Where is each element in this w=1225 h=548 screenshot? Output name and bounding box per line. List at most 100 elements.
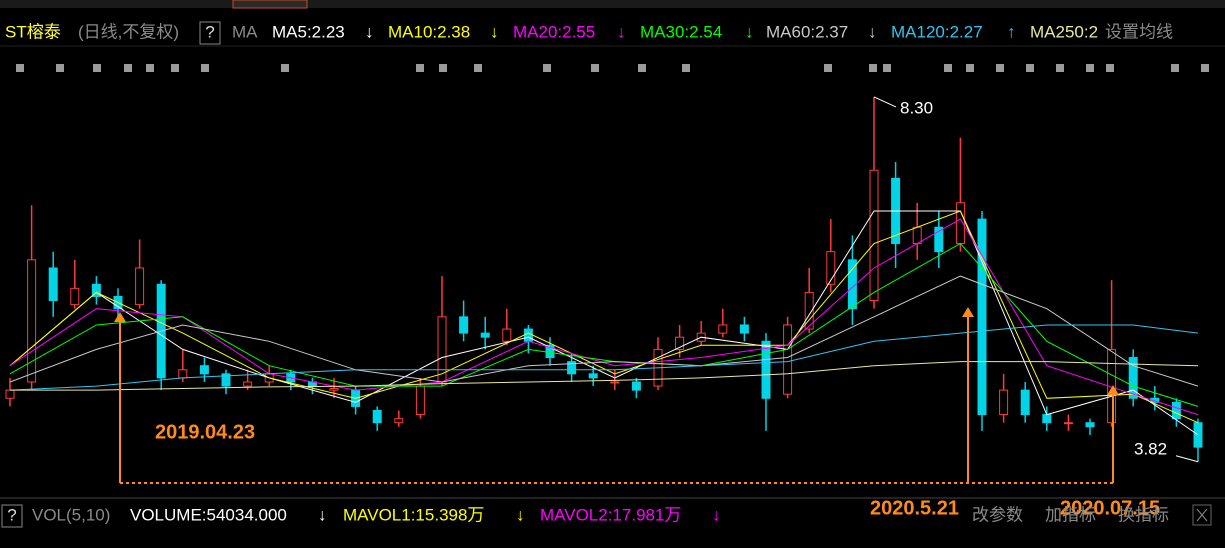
min-pointer	[1175, 455, 1199, 463]
settings[interactable]: 设置均线	[1105, 22, 1173, 41]
event-icon	[1171, 64, 1179, 72]
period: (日线,不复权)	[78, 22, 179, 41]
event-icon	[996, 64, 1004, 72]
event-icon	[416, 64, 424, 72]
candle-body	[1128, 357, 1138, 399]
arrow-head	[114, 312, 126, 322]
candle-body	[329, 387, 339, 391]
event-icon	[1086, 64, 1094, 72]
candle-body	[243, 381, 253, 387]
candle-body	[1085, 422, 1095, 428]
candle-body	[588, 373, 598, 379]
event-icon	[824, 64, 832, 72]
trend-arrow: ↓	[516, 505, 525, 524]
arrow-head	[1107, 385, 1119, 395]
candle-body	[1171, 401, 1181, 420]
stock-name: ST榕泰	[5, 22, 61, 41]
event-icon	[883, 64, 891, 72]
event-icon	[439, 64, 447, 72]
vol-entry: MAVOL1:15.398万	[343, 505, 484, 524]
ma-line	[9, 324, 1199, 391]
max-label: 8.30	[900, 98, 933, 117]
candle-body	[1150, 397, 1160, 403]
event-icon	[1026, 64, 1034, 72]
help-box[interactable]	[199, 21, 221, 45]
legend-entry: MA30:2.54	[640, 22, 722, 41]
candle-body	[178, 369, 188, 379]
candle-body	[912, 226, 922, 245]
vol-entry: VOLUME:54034.000	[130, 505, 287, 524]
event-icon	[93, 64, 101, 72]
max-pointer	[873, 96, 897, 108]
panel-button[interactable]: 改参数	[972, 505, 1023, 524]
candle-body	[869, 169, 879, 302]
event-icon	[1106, 64, 1114, 72]
event-icon	[171, 64, 179, 72]
event-icon	[56, 64, 64, 72]
trend-arrow: ↓	[490, 22, 499, 41]
candle-body	[783, 324, 793, 395]
trend-arrow: ↑	[1007, 22, 1016, 41]
ma-line	[10, 361, 1199, 391]
close-box[interactable]	[1192, 504, 1212, 526]
ma-label: MA	[232, 22, 258, 41]
candle-body	[610, 381, 620, 384]
candle-body	[221, 373, 231, 387]
candle-body	[1063, 422, 1073, 425]
event-icon	[638, 64, 646, 72]
candle-body	[394, 418, 404, 424]
candle-body	[27, 259, 37, 383]
candle-body	[1193, 422, 1203, 448]
vol-entry: MAVOL2:17.981万	[540, 505, 681, 524]
annotation: 2020.5.21	[870, 497, 959, 519]
top-bar	[0, 0, 1225, 8]
candle-body	[5, 389, 15, 399]
legend-entry: MA20:2.55	[513, 22, 595, 41]
candle-body	[199, 365, 209, 375]
trend-arrow: ↓	[617, 22, 626, 41]
candle-body	[480, 332, 490, 338]
ma-line	[9, 218, 1199, 416]
candle-body	[372, 409, 382, 424]
candle-body	[1020, 389, 1030, 416]
legend-entry: MA5:2.23	[272, 22, 345, 41]
event-icon	[591, 64, 599, 72]
close-icon[interactable]	[1196, 508, 1208, 522]
candle-body	[631, 381, 641, 391]
candle-body	[70, 287, 80, 306]
ma-line	[9, 210, 1199, 424]
candle-body	[934, 226, 944, 253]
event-icon	[16, 64, 24, 72]
trend-arrow: ↓	[712, 505, 721, 524]
candle-body	[523, 328, 533, 342]
help[interactable]: ?	[7, 505, 16, 524]
event-icon	[1056, 64, 1064, 72]
candle-body	[804, 291, 814, 330]
trend-arrow: ↓	[868, 22, 877, 41]
event-icon	[474, 64, 482, 72]
candle-body	[415, 385, 425, 416]
candle-body	[48, 267, 58, 302]
event-icon	[146, 64, 154, 72]
candle-body	[502, 328, 512, 342]
annotation: 2019.04.23	[155, 421, 255, 443]
min-label: 3.82	[1134, 439, 1167, 458]
candle-body	[739, 324, 749, 334]
candle-body	[999, 389, 1009, 416]
candle-body	[459, 316, 469, 334]
event-icon	[543, 64, 551, 72]
panel-button[interactable]: 加指标	[1045, 505, 1096, 524]
trend-arrow: ↓	[318, 505, 327, 524]
ma-line	[9, 210, 1199, 436]
event-icon	[281, 64, 289, 72]
event-icon	[1201, 64, 1209, 72]
legend-entry: MA120:2.27	[891, 22, 983, 41]
help-box[interactable]	[1, 504, 23, 528]
help[interactable]: ?	[205, 22, 214, 41]
trend-arrow: ↓	[745, 22, 754, 41]
event-icon	[966, 64, 974, 72]
candle-body	[977, 218, 987, 416]
panel-button[interactable]: 换指标	[1118, 505, 1169, 524]
